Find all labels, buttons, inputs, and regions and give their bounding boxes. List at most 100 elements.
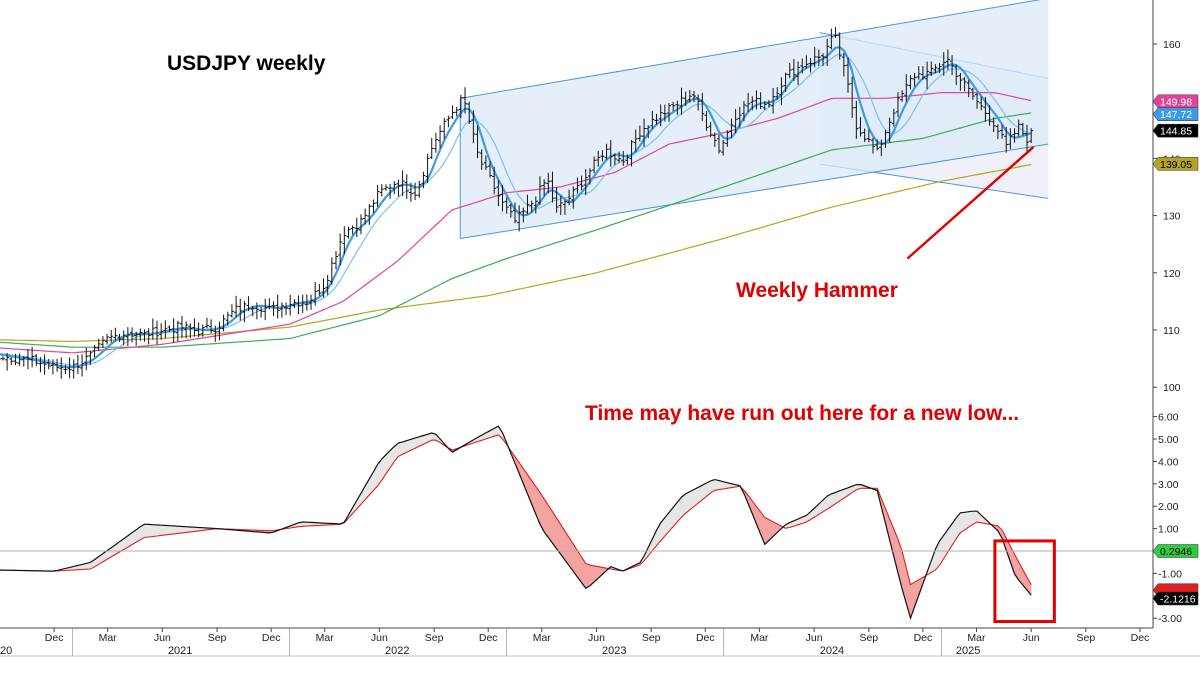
osc-fill-segment	[585, 563, 591, 589]
osc-fill-segment	[144, 523, 149, 538]
price-bar	[704, 111, 709, 131]
year-label: 2024	[820, 645, 844, 657]
price-bar	[438, 125, 443, 149]
price-bar	[130, 327, 135, 343]
price-bar	[800, 58, 805, 74]
osc-fill-segment	[960, 511, 965, 534]
price-bar	[313, 281, 318, 306]
price-bar	[96, 338, 101, 352]
price-bar	[746, 93, 751, 112]
price-bar	[250, 305, 255, 317]
price-bar	[204, 317, 209, 329]
x-tick-label: Mar	[99, 632, 118, 644]
price-bar	[358, 214, 363, 235]
price-bar	[338, 233, 343, 266]
price-bar	[309, 294, 314, 310]
price-bar	[17, 353, 22, 366]
price-bar	[667, 102, 672, 122]
price-bar	[900, 90, 905, 102]
price-bar	[729, 118, 734, 138]
price-bar	[463, 87, 468, 114]
price-bar	[991, 117, 996, 133]
price-bar	[579, 175, 584, 191]
channel-up-fill	[460, 0, 1049, 239]
price-bar	[184, 321, 189, 339]
price-bar	[1012, 128, 1017, 143]
price-bar	[84, 347, 89, 371]
price-bar	[458, 94, 463, 118]
x-tick-label: Sep	[208, 632, 227, 644]
price-bar	[529, 200, 534, 213]
price-bar	[596, 150, 601, 167]
price-bar	[354, 217, 359, 238]
price-bar	[954, 64, 959, 86]
price-bar	[296, 295, 301, 315]
price-bar	[575, 177, 580, 194]
price-bar	[508, 203, 513, 218]
osc-tick-label: 2.00	[1158, 501, 1179, 513]
price-bar	[983, 96, 988, 122]
price-bar	[483, 155, 488, 170]
price-bar	[970, 87, 975, 100]
price-bar	[38, 357, 43, 373]
price-bar	[683, 91, 688, 106]
x-tick-label: Dec	[479, 632, 498, 644]
price-bar	[500, 184, 505, 212]
price-bar	[263, 298, 268, 321]
badge-ma-pink: 149.98	[1152, 94, 1199, 108]
price-bar	[950, 55, 955, 76]
price-bar	[392, 181, 397, 195]
price-bar	[479, 149, 484, 170]
price-bar	[958, 73, 963, 91]
price-bar	[925, 61, 930, 90]
price-bar	[30, 346, 35, 368]
price-bar	[804, 55, 809, 69]
badge-osc-last-shape	[1152, 591, 1199, 606]
price-bar	[467, 101, 472, 125]
price-bar	[433, 132, 438, 153]
badge-osc-last: -2.1216	[1152, 591, 1199, 606]
price-bar	[691, 90, 696, 103]
price-bar	[771, 88, 776, 114]
price-bar	[870, 137, 875, 154]
price-bar	[350, 225, 355, 235]
badge-osc-zero-text: 0.2946	[1160, 546, 1192, 558]
price-bar	[821, 53, 826, 66]
y-tick-label: 130	[1163, 211, 1181, 223]
osc-tick-label: -3.00	[1158, 613, 1182, 625]
price-bar	[379, 184, 384, 197]
price-bar	[929, 61, 934, 76]
price-bar	[121, 330, 126, 346]
price-bar	[725, 130, 730, 147]
price-bar	[450, 105, 455, 119]
osc-fill-segment	[152, 524, 158, 537]
osc-fill-segment	[169, 525, 174, 535]
price-bar	[537, 176, 542, 205]
price-bar	[933, 64, 938, 73]
price-bar	[100, 336, 105, 349]
price-bar	[42, 354, 47, 375]
price-bar	[858, 117, 863, 137]
badge-osc-last-text: -2.1216	[1160, 594, 1196, 606]
price-bar	[512, 202, 517, 224]
price-bar	[791, 59, 796, 81]
price-bar	[658, 104, 663, 127]
price-bar	[342, 226, 347, 255]
price-bar	[25, 349, 30, 370]
badge-ma-olive-shape	[1152, 157, 1199, 171]
osc-fill-segment	[173, 525, 179, 535]
price-bar	[475, 125, 480, 159]
price-bar	[471, 110, 476, 144]
price-bar	[71, 359, 76, 379]
price-bar	[533, 196, 538, 214]
price-bar	[550, 171, 555, 203]
price-bar	[1004, 126, 1009, 153]
price-bar	[388, 183, 393, 199]
x-tick-label: Jun	[806, 632, 823, 644]
price-bar	[0, 356, 5, 361]
badge-close-shape	[1152, 123, 1199, 138]
price-bar	[105, 333, 110, 345]
time-run-out-label: Time may have run out here for a new low…	[585, 402, 1019, 425]
trend-channels	[459, 0, 1049, 239]
